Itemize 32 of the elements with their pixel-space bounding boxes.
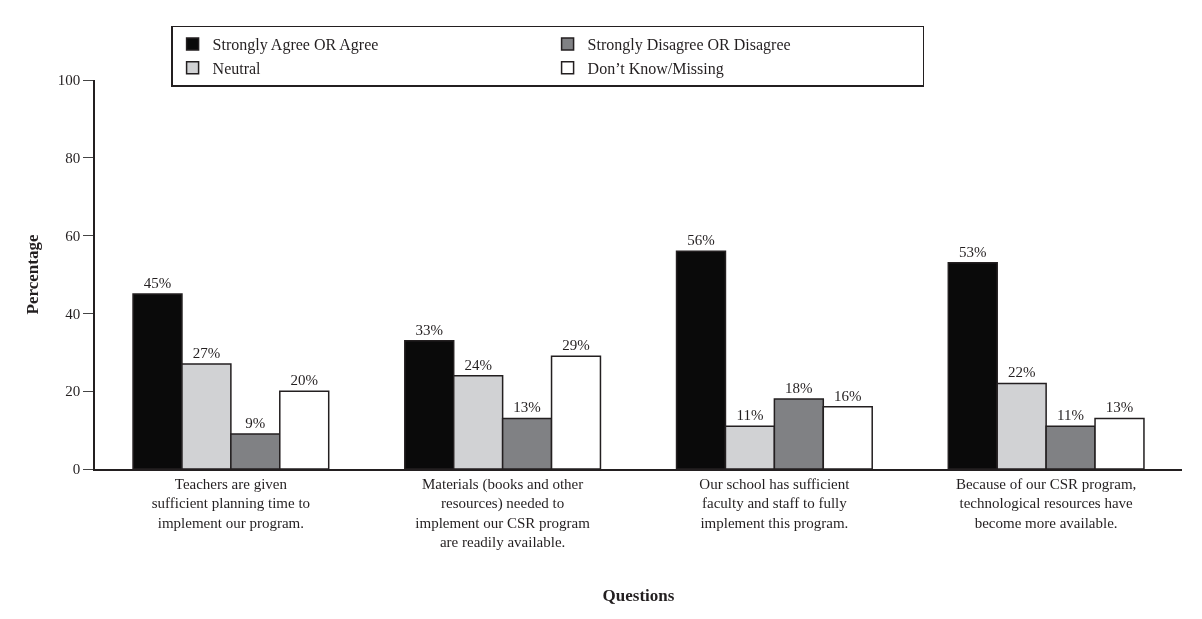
legend-label: Don’t Know/Missing xyxy=(587,59,724,78)
legend-label: Neutral xyxy=(212,59,262,77)
data-label: 24% xyxy=(464,356,492,373)
legend-label: Strongly Disagree OR Disagree xyxy=(587,36,791,55)
y-tick-label: 80 xyxy=(65,150,81,167)
data-label: 13% xyxy=(513,399,541,416)
x-axis-title: Questions xyxy=(602,586,675,606)
data-label: 13% xyxy=(1105,399,1134,416)
data-label: 29% xyxy=(562,337,590,354)
data-label: 16% xyxy=(834,387,862,404)
y-axis-title: Percentage xyxy=(22,234,42,315)
y-tick-label: 0 xyxy=(72,461,81,478)
x-tick-label: Our school has sufficient faculty and staff to fully implement this program. xyxy=(699,475,851,531)
data-label: 20% xyxy=(290,372,318,389)
legend-label: Strongly Agree OR Agree xyxy=(212,36,379,55)
data-label: 22% xyxy=(1007,364,1036,381)
data-label: 9% xyxy=(245,414,266,431)
data-label: 56% xyxy=(687,232,715,249)
data-label: 33% xyxy=(415,321,444,338)
x-tick-label: Because of our CSR program, technological resources have become more available. xyxy=(955,475,1137,531)
data-label: 45% xyxy=(143,274,172,291)
y-tick-label: 20 xyxy=(65,383,81,400)
data-label: 27% xyxy=(192,344,221,361)
x-tick-label: Teachers are given sufficient planning time to implement our program. xyxy=(151,475,311,531)
data-label: 53% xyxy=(959,243,987,260)
y-tick-label: 40 xyxy=(65,305,81,322)
data-label: 11% xyxy=(736,407,764,424)
y-tick-label: 60 xyxy=(65,227,81,244)
y-tick-label: 100 xyxy=(57,72,81,89)
data-label: 11% xyxy=(1057,407,1085,424)
x-tick-label: Materials (books and other resources) needed to implement our CSR program are readily available. xyxy=(415,475,591,551)
data-label: 18% xyxy=(785,379,813,396)
